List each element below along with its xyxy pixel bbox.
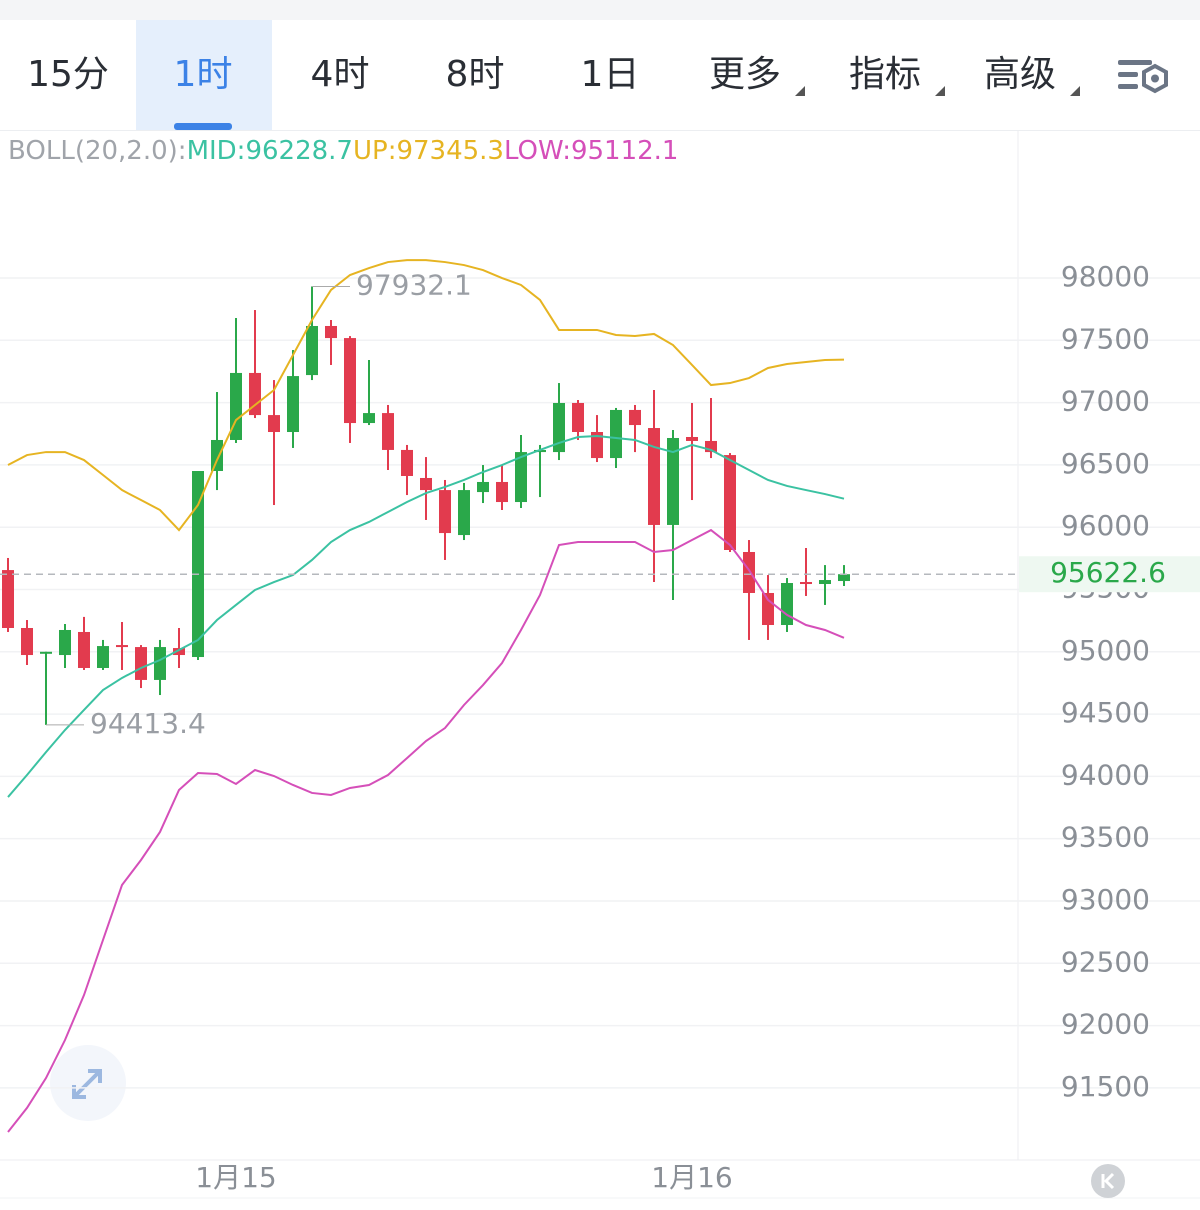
boll-line bbox=[7, 259, 845, 532]
high-label: 97932.1 bbox=[356, 268, 472, 301]
low-label: 94413.4 bbox=[90, 707, 206, 740]
y-tick-label: 96000 bbox=[1061, 509, 1150, 542]
y-tick-label: 97000 bbox=[1061, 385, 1150, 418]
y-tick-label: 97500 bbox=[1061, 322, 1150, 355]
price-tag bbox=[1019, 556, 1200, 593]
expand-button[interactable] bbox=[50, 1045, 126, 1121]
tab[interactable]: 高级 bbox=[984, 54, 1056, 95]
candle-body bbox=[705, 440, 717, 453]
dropdown-arrow bbox=[1070, 86, 1080, 96]
x-tick-label: 1月16 bbox=[651, 1161, 732, 1194]
tab[interactable]: 8时 bbox=[446, 54, 505, 95]
y-tick-label: 92500 bbox=[1061, 945, 1150, 978]
candle-body bbox=[458, 490, 470, 536]
candle-body bbox=[78, 631, 90, 668]
candle-body bbox=[572, 402, 584, 433]
candle-body bbox=[439, 490, 451, 534]
y-tick-label: 95000 bbox=[1061, 634, 1150, 667]
y-tick-label: 91500 bbox=[1061, 1070, 1150, 1103]
legend-name: UP: bbox=[353, 136, 396, 166]
tab[interactable]: 更多 bbox=[709, 54, 781, 95]
candle-body bbox=[192, 471, 204, 658]
tab[interactable]: 4时 bbox=[311, 54, 370, 95]
dropdown-arrow bbox=[935, 86, 945, 96]
settings-icon[interactable] bbox=[1118, 60, 1168, 94]
candle-body bbox=[648, 428, 660, 525]
dropdown-arrow bbox=[795, 86, 805, 96]
legend-value: 96228.7 bbox=[245, 136, 353, 166]
reset-button[interactable] bbox=[1091, 1164, 1125, 1198]
boll-line bbox=[7, 434, 845, 798]
tab[interactable]: 1日 bbox=[581, 54, 640, 95]
legend-value: 95112.1 bbox=[571, 136, 679, 166]
active-tab-bg bbox=[136, 20, 272, 130]
x-tick-label: 1月15 bbox=[195, 1161, 276, 1194]
y-tick-label: 96500 bbox=[1061, 447, 1150, 480]
tab-divider bbox=[0, 130, 1200, 131]
candle-body bbox=[667, 437, 679, 525]
candle-body bbox=[819, 580, 831, 585]
candle-body bbox=[781, 583, 793, 626]
candle-body bbox=[306, 325, 318, 376]
indicator-legend: BOLL(20,2.0):MID:96228.7UP:97345.3LOW:95… bbox=[8, 136, 678, 166]
candle-body bbox=[173, 648, 185, 656]
candle-body bbox=[59, 629, 71, 656]
candle-body bbox=[800, 582, 812, 585]
candle-body bbox=[743, 551, 755, 593]
y-tick-label: 92000 bbox=[1061, 1008, 1150, 1041]
candle-body bbox=[325, 325, 337, 339]
candle-body bbox=[154, 647, 166, 680]
candle-body bbox=[230, 372, 242, 440]
candle-body bbox=[97, 646, 109, 668]
y-tick-label: 98000 bbox=[1061, 260, 1150, 293]
candle-body bbox=[477, 481, 489, 493]
indicator-name: BOLL(20,2.0): bbox=[8, 136, 187, 166]
legend-name: LOW: bbox=[504, 136, 571, 166]
candle-body bbox=[287, 376, 299, 433]
status-strip bbox=[0, 0, 1200, 20]
y-tick-label: 94500 bbox=[1061, 696, 1150, 729]
candle-body bbox=[249, 372, 261, 416]
tab[interactable]: 1时 bbox=[174, 54, 233, 95]
legend-value: 97345.3 bbox=[396, 136, 504, 166]
candle-body bbox=[382, 413, 394, 450]
candle-body bbox=[40, 651, 52, 654]
candle-body bbox=[344, 338, 356, 424]
candle-body bbox=[629, 409, 641, 426]
tab[interactable]: 指标 bbox=[849, 54, 921, 95]
legend-name: MID: bbox=[187, 136, 246, 166]
candle-body bbox=[591, 432, 603, 459]
candle-body bbox=[21, 627, 33, 656]
y-tick-label: 93500 bbox=[1061, 821, 1150, 854]
candle-body bbox=[401, 449, 413, 476]
candle-body bbox=[268, 415, 280, 433]
candle-body bbox=[496, 481, 508, 503]
candle-body bbox=[762, 592, 774, 626]
candle-body bbox=[363, 413, 375, 424]
candle-body bbox=[838, 574, 850, 582]
tab[interactable]: 15分 bbox=[27, 54, 109, 95]
candle-body bbox=[553, 402, 565, 453]
candle-body bbox=[116, 645, 128, 648]
y-tick-label: 93000 bbox=[1061, 883, 1150, 916]
active-tab-indicator bbox=[174, 123, 232, 130]
y-tick-label: 94000 bbox=[1061, 758, 1150, 791]
candle-body bbox=[724, 455, 736, 550]
candle-body bbox=[420, 477, 432, 491]
candle-body bbox=[610, 409, 622, 459]
candle-body bbox=[2, 570, 14, 628]
boll-line bbox=[7, 528, 845, 1133]
candle-body bbox=[135, 647, 147, 680]
candle-body bbox=[686, 436, 698, 441]
price-label: 95622.6 bbox=[1050, 556, 1166, 589]
candle-body bbox=[515, 452, 527, 503]
candle-body bbox=[211, 439, 223, 472]
